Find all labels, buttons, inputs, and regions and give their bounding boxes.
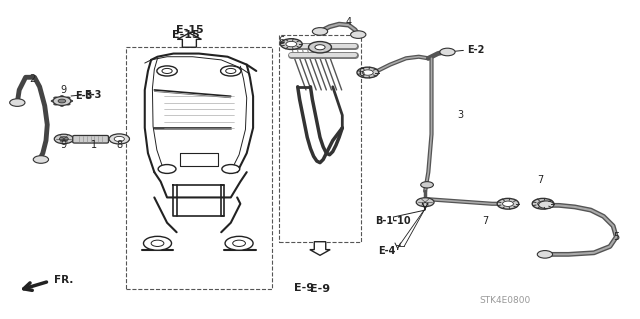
Circle shape bbox=[58, 99, 66, 103]
Circle shape bbox=[143, 236, 172, 250]
Circle shape bbox=[502, 201, 513, 206]
Text: E-15: E-15 bbox=[172, 30, 200, 40]
Circle shape bbox=[351, 31, 366, 38]
Circle shape bbox=[315, 45, 325, 50]
Text: 2: 2 bbox=[29, 74, 35, 84]
Circle shape bbox=[54, 134, 74, 144]
Circle shape bbox=[53, 97, 71, 105]
FancyArrow shape bbox=[177, 33, 202, 47]
Circle shape bbox=[67, 97, 70, 99]
Circle shape bbox=[60, 137, 68, 141]
Text: 1: 1 bbox=[91, 140, 97, 150]
Text: B-1-10: B-1-10 bbox=[376, 216, 411, 226]
Circle shape bbox=[60, 96, 64, 98]
Circle shape bbox=[158, 165, 176, 174]
Circle shape bbox=[225, 236, 253, 250]
Circle shape bbox=[60, 105, 64, 106]
Text: 7: 7 bbox=[483, 216, 489, 226]
Text: STK4E0800: STK4E0800 bbox=[479, 296, 531, 305]
Text: E-9: E-9 bbox=[310, 284, 330, 294]
Circle shape bbox=[362, 70, 373, 75]
Circle shape bbox=[357, 67, 379, 78]
Circle shape bbox=[109, 134, 129, 144]
Circle shape bbox=[538, 250, 552, 258]
FancyArrow shape bbox=[310, 242, 330, 255]
Text: E-3: E-3 bbox=[84, 90, 102, 100]
Text: 6: 6 bbox=[278, 36, 285, 46]
FancyBboxPatch shape bbox=[73, 136, 108, 143]
Circle shape bbox=[151, 240, 164, 247]
Circle shape bbox=[308, 41, 332, 53]
Circle shape bbox=[51, 100, 55, 102]
Circle shape bbox=[162, 69, 172, 73]
Text: 8: 8 bbox=[116, 140, 122, 150]
Circle shape bbox=[114, 137, 124, 141]
Text: 9: 9 bbox=[61, 85, 67, 95]
Circle shape bbox=[67, 103, 70, 105]
Text: 5: 5 bbox=[613, 232, 620, 242]
Text: 3: 3 bbox=[457, 110, 463, 120]
Circle shape bbox=[54, 97, 58, 99]
Text: 9: 9 bbox=[61, 140, 67, 150]
Circle shape bbox=[10, 99, 25, 106]
Circle shape bbox=[312, 28, 328, 35]
Circle shape bbox=[157, 66, 177, 76]
Circle shape bbox=[420, 182, 433, 188]
Circle shape bbox=[532, 198, 554, 209]
Circle shape bbox=[497, 198, 519, 209]
Text: 7: 7 bbox=[537, 175, 543, 185]
Circle shape bbox=[69, 100, 73, 102]
Circle shape bbox=[416, 198, 434, 207]
Circle shape bbox=[222, 165, 240, 174]
Text: 6: 6 bbox=[358, 68, 365, 78]
Text: E-15: E-15 bbox=[175, 25, 203, 34]
Circle shape bbox=[286, 41, 297, 47]
Text: E-2: E-2 bbox=[467, 45, 485, 56]
Text: E-4: E-4 bbox=[378, 246, 396, 256]
Circle shape bbox=[54, 103, 58, 105]
Text: E-9: E-9 bbox=[294, 283, 314, 293]
Circle shape bbox=[33, 156, 49, 163]
Text: 4: 4 bbox=[346, 17, 352, 27]
Circle shape bbox=[538, 201, 548, 206]
Circle shape bbox=[280, 39, 302, 49]
Circle shape bbox=[440, 48, 455, 56]
Circle shape bbox=[539, 201, 554, 209]
Circle shape bbox=[221, 66, 241, 76]
Text: FR.: FR. bbox=[54, 275, 74, 285]
Circle shape bbox=[233, 240, 246, 247]
Circle shape bbox=[226, 69, 236, 73]
Text: E-3: E-3 bbox=[76, 91, 93, 101]
